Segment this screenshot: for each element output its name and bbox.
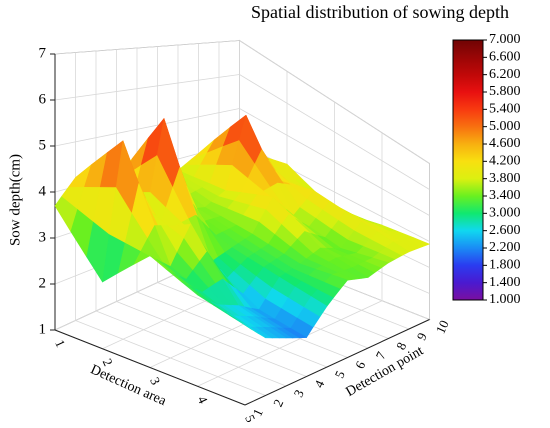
surface-patch — [385, 241, 410, 256]
surface-patch — [344, 267, 369, 279]
surface-patch — [406, 237, 430, 247]
surface-patch — [365, 257, 389, 268]
colorbar-tick-label: 6.600 — [489, 50, 521, 65]
grid-line — [116, 301, 307, 377]
y-tick-label: 6 — [352, 358, 369, 371]
surface-cell — [54, 140, 124, 283]
surface-cell — [170, 223, 239, 306]
colorbar-tick-label: 3.800 — [489, 171, 521, 186]
surface-cell — [238, 305, 307, 339]
grid-line — [75, 320, 266, 396]
x-tick-label: 3 — [147, 375, 163, 387]
surface-patch — [242, 322, 266, 339]
colorbar-tick-label: 1.800 — [489, 258, 521, 273]
y-tick-label: 8 — [393, 340, 409, 352]
colorbar-tick-label: 1.400 — [489, 275, 521, 290]
colorbar — [452, 39, 484, 301]
x-axis — [54, 329, 246, 406]
y-tick-label: 10 — [433, 318, 452, 336]
y-tick-label: 3 — [290, 387, 306, 399]
surface-cell — [252, 196, 321, 265]
surface-cell — [225, 115, 294, 216]
z-tick-label: 2 — [39, 275, 47, 291]
colorbar-tick-label: 2.200 — [489, 240, 521, 255]
grid-line — [54, 108, 240, 147]
colorbar-tick-label: 4.200 — [489, 154, 521, 169]
colorbar-tick-label: 3.400 — [489, 188, 521, 203]
colorbar-tick-label: 1.000 — [489, 292, 521, 307]
colorbar-tick-label: 5.000 — [489, 119, 521, 134]
colorbar-tick-label: 5.400 — [489, 102, 521, 117]
surface-cell — [204, 190, 274, 235]
surface-cell — [340, 221, 410, 264]
grid-line — [54, 40, 240, 55]
surface-cell — [149, 255, 219, 306]
surface-cell — [217, 304, 287, 339]
surface-patch — [283, 327, 307, 339]
grid-line — [197, 300, 383, 387]
x-tick-label: 4 — [195, 393, 212, 406]
z-tick-label: 5 — [39, 137, 47, 153]
y-tick-label: 2 — [270, 397, 286, 409]
x-tick-label: 2 — [100, 356, 116, 368]
surface-cell — [197, 294, 266, 339]
y-tick-label: 7 — [372, 349, 389, 362]
surface-cell — [272, 196, 342, 249]
grid-line — [95, 310, 287, 387]
z-tick-label: 7 — [39, 45, 47, 61]
colorbar-tick-label: 3.000 — [489, 206, 521, 221]
z-tick-label: 4 — [39, 183, 47, 199]
surface-patch — [262, 326, 287, 339]
z-tick-label: 3 — [39, 229, 47, 245]
surface-cell — [258, 276, 328, 338]
grid-line — [136, 291, 328, 368]
surface-cell — [320, 247, 389, 278]
surface-cell — [299, 247, 369, 281]
chart-title: Spatial distribution of sowing depth — [251, 2, 509, 22]
y-tick-label: 9 — [413, 330, 429, 342]
surface-cell — [211, 247, 280, 310]
colorbar-tick-label: 6.200 — [489, 67, 521, 82]
z-tick-label: 6 — [39, 91, 47, 107]
surface-cell — [361, 221, 430, 253]
z-axis-label: Sow depth(cm) — [7, 154, 23, 246]
surface-cell — [102, 140, 171, 283]
colorbar-tick-label: 7.000 — [489, 32, 521, 47]
colorbar-tick-label: 5.800 — [489, 84, 521, 99]
colorbar-tick-label: 4.600 — [489, 136, 521, 151]
surface-cell — [231, 233, 301, 278]
y-tick-label: 5 — [331, 368, 347, 380]
colorbar-tick-label: 2.600 — [489, 223, 521, 238]
surface-patch — [324, 274, 348, 289]
surface-patch — [303, 296, 328, 317]
x-tick-label: 1 — [52, 337, 68, 349]
y-tick-label: 4 — [311, 377, 328, 390]
surface-cell — [279, 263, 348, 307]
z-tick-label: 1 — [39, 321, 47, 337]
y-axis — [244, 319, 430, 406]
surface-cell — [190, 223, 260, 310]
grid-line — [54, 74, 240, 101]
